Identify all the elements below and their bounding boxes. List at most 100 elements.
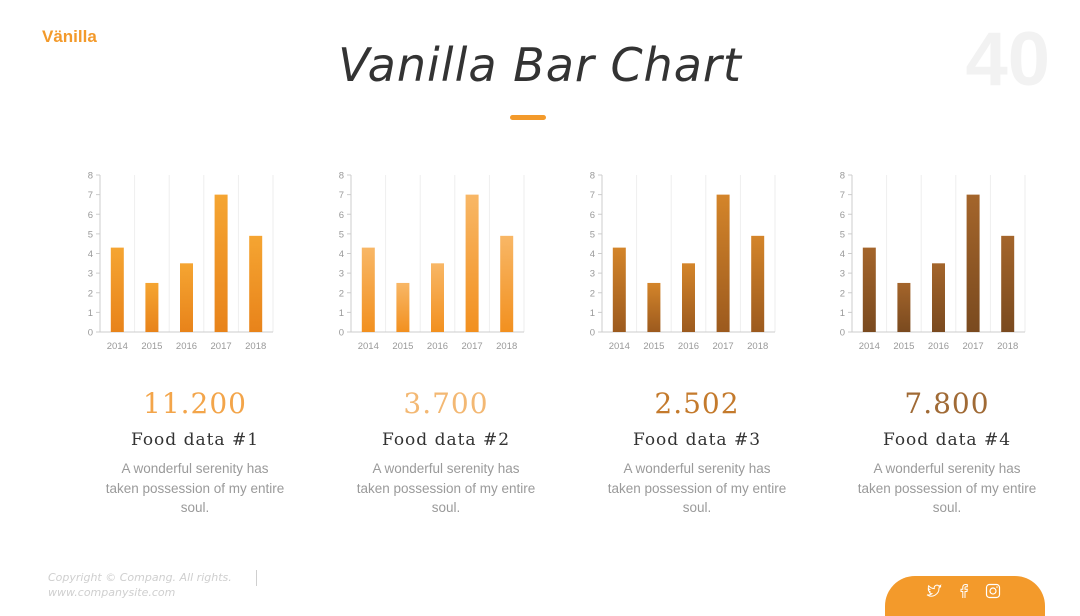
y-tick-label: 0: [590, 328, 595, 339]
y-tick-label: 2: [590, 288, 595, 299]
y-tick-label: 8: [88, 171, 93, 182]
x-tick-label: 2018: [997, 341, 1018, 352]
x-tick-label: 2015: [392, 341, 413, 352]
bar: [145, 282, 159, 332]
y-tick-label: 3: [88, 269, 93, 280]
twitter-icon[interactable]: [926, 583, 942, 599]
panel-title: Food data #1: [130, 430, 260, 450]
bar: [682, 263, 695, 332]
panel-value: 3.700: [403, 387, 489, 420]
footer-copyright: Copyright © Compang. All rights.: [48, 571, 232, 584]
x-tick-label: 2017: [211, 341, 232, 352]
y-tick-label: 2: [339, 288, 344, 299]
y-tick-label: 5: [339, 229, 344, 240]
bar: [1001, 235, 1015, 332]
panel-title: Food data #3: [632, 430, 762, 450]
bar-chart-1: 0 1 2 3 4 5 6 7 8 2014 2015 2016 2017 2018: [88, 171, 274, 352]
x-tick-label: 2016: [427, 341, 448, 352]
y-tick-label: 8: [840, 171, 845, 182]
panel-title: Food data #4: [882, 430, 1012, 450]
y-tick-label: 4: [88, 249, 93, 260]
y-tick-label: 8: [590, 171, 595, 182]
y-tick-label: 0: [840, 328, 845, 339]
bar: [361, 247, 375, 332]
y-tick-label: 2: [88, 288, 93, 299]
footer-divider: [256, 570, 257, 586]
y-tick-label: 1: [590, 308, 595, 319]
y-tick-label: 1: [840, 308, 845, 319]
chart-panel-2: 0 1 2 3 4 5 6 7 8 2014 2015 2016 2017 2018 3.700 Food…: [331, 160, 561, 530]
bar: [932, 263, 945, 332]
bar-chart-4: 0 1 2 3 4 5 6 7 8 2014 2015 2016 2017 2018: [840, 171, 1026, 352]
panel-description: A wonderful serenity has taken possessio…: [857, 461, 1037, 515]
x-tick-label: 2016: [176, 341, 197, 352]
footer-website[interactable]: www.companysite.com: [48, 586, 176, 599]
x-tick-label: 2014: [859, 341, 880, 352]
x-tick-label: 2016: [678, 341, 699, 352]
instagram-icon[interactable]: [985, 583, 1001, 599]
x-tick-label: 2015: [141, 341, 162, 352]
y-tick-label: 6: [590, 210, 595, 221]
bar: [862, 247, 876, 332]
bar: [249, 235, 263, 332]
bar: [500, 235, 514, 332]
x-tick-label: 2016: [928, 341, 949, 352]
bar: [180, 263, 193, 332]
y-tick-label: 6: [88, 210, 93, 221]
y-tick-label: 3: [590, 269, 595, 280]
y-tick-label: 3: [840, 269, 845, 280]
panel-title: Food data #2: [381, 430, 511, 450]
bar: [751, 235, 765, 332]
brand-logo: Vänilla: [42, 27, 97, 46]
y-tick-label: 0: [339, 328, 344, 339]
y-tick-label: 0: [88, 328, 93, 339]
x-tick-label: 2018: [747, 341, 768, 352]
x-tick-label: 2014: [358, 341, 379, 352]
bar: [396, 282, 410, 332]
footer: Copyright © Compang. All rights. www.com…: [48, 570, 232, 600]
y-tick-label: 7: [840, 190, 845, 201]
page-number: 40: [965, 17, 1050, 102]
y-tick-label: 7: [590, 190, 595, 201]
chart-panel-1: 0 1 2 3 4 5 6 7 8 2014 2015 2016 2017 2018 11.200 Foo…: [80, 160, 310, 530]
y-tick-label: 5: [88, 229, 93, 240]
panel-value: 7.800: [904, 387, 990, 420]
y-tick-label: 6: [840, 210, 845, 221]
y-tick-label: 7: [88, 190, 93, 201]
page-title: Vanilla Bar Chart: [338, 38, 742, 92]
y-tick-label: 4: [840, 249, 845, 260]
y-tick-label: 3: [339, 269, 344, 280]
y-tick-label: 2: [840, 288, 845, 299]
y-tick-label: 1: [339, 308, 344, 319]
panel-description: A wonderful serenity has taken possessio…: [607, 461, 787, 515]
bar: [214, 194, 228, 332]
title-underline: [510, 115, 546, 120]
panel-value: 11.200: [143, 387, 247, 420]
x-tick-label: 2015: [893, 341, 914, 352]
y-tick-label: 7: [339, 190, 344, 201]
bar: [110, 247, 124, 332]
y-tick-label: 5: [590, 229, 595, 240]
bar-chart-2: 0 1 2 3 4 5 6 7 8 2014 2015 2016 2017 2018: [339, 171, 525, 352]
panel-description: A wonderful serenity has taken possessio…: [105, 461, 285, 515]
x-tick-label: 2017: [963, 341, 984, 352]
y-tick-label: 4: [339, 249, 344, 260]
y-tick-label: 1: [88, 308, 93, 319]
y-tick-label: 5: [840, 229, 845, 240]
panel-description: A wonderful serenity has taken possessio…: [356, 461, 536, 515]
chart-panel-4: 0 1 2 3 4 5 6 7 8 2014 2015 2016 2017 2018 7.800 Food…: [832, 160, 1062, 530]
x-tick-label: 2018: [496, 341, 517, 352]
bar-chart-3: 0 1 2 3 4 5 6 7 8 2014 2015 2016 2017 2018: [590, 171, 776, 352]
bar: [716, 194, 730, 332]
panel-value: 2.502: [654, 387, 740, 420]
bar: [465, 194, 479, 332]
bar: [612, 247, 626, 332]
bar: [966, 194, 980, 332]
bar: [897, 282, 911, 332]
y-tick-label: 8: [339, 171, 344, 182]
facebook-icon[interactable]: [956, 583, 972, 599]
chart-panel-3: 0 1 2 3 4 5 6 7 8 2014 2015 2016 2017 2018 2.502 Food…: [582, 160, 812, 530]
bar: [647, 282, 661, 332]
x-tick-label: 2014: [107, 341, 128, 352]
y-tick-label: 6: [339, 210, 344, 221]
